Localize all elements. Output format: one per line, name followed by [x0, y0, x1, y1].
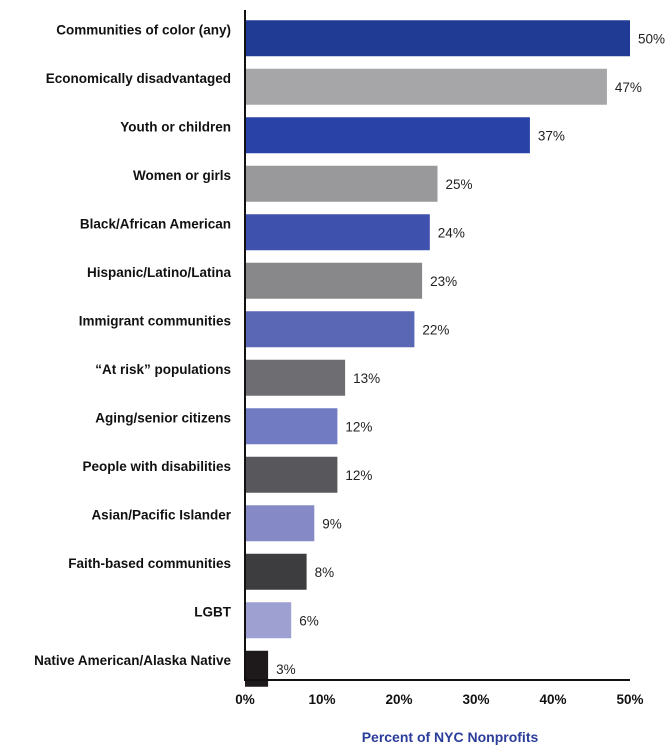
value-label-4: 24% — [438, 225, 465, 240]
x-tick-label-4: 40% — [539, 692, 566, 707]
category-label-10: Asian/Pacific Islander — [91, 507, 231, 522]
value-label-10: 9% — [322, 516, 342, 531]
bar-1 — [245, 68, 607, 105]
x-tick-label-1: 10% — [308, 692, 335, 707]
value-label-1: 47% — [615, 80, 642, 95]
value-label-0: 50% — [638, 31, 665, 46]
x-tick-label-2: 20% — [385, 692, 412, 707]
value-label-6: 22% — [422, 322, 449, 337]
category-labels: Communities of color (any) Economically d… — [34, 22, 232, 668]
x-tick-label-3: 30% — [462, 692, 489, 707]
category-label-2: Youth or children — [120, 119, 231, 134]
category-label-13: Native American/Alaska Native — [34, 653, 231, 668]
bar-11 — [245, 553, 307, 590]
bars-group — [245, 20, 630, 687]
x-axis-tick-labels: 0% 10% 20% 30% 40% 50% — [235, 692, 643, 707]
value-label-8: 12% — [345, 419, 372, 434]
category-label-5: Hispanic/Latino/Latina — [87, 265, 232, 280]
bar-3 — [245, 165, 438, 202]
x-tick-label-0: 0% — [235, 692, 255, 707]
category-label-12: LGBT — [194, 604, 231, 619]
bar-6 — [245, 311, 415, 348]
value-label-13: 3% — [276, 662, 296, 677]
category-label-4: Black/African American — [80, 216, 231, 231]
category-label-3: Women or girls — [133, 168, 231, 183]
category-label-7: “At risk” populations — [95, 362, 231, 377]
value-label-9: 12% — [345, 468, 372, 483]
category-label-1: Economically disadvantaged — [46, 71, 231, 86]
value-label-12: 6% — [299, 613, 319, 628]
bar-4 — [245, 214, 430, 251]
category-label-9: People with disabilities — [82, 459, 231, 474]
bar-9 — [245, 456, 338, 493]
value-label-3: 25% — [446, 177, 473, 192]
bar-0 — [245, 20, 630, 57]
bar-5 — [245, 262, 423, 299]
x-tick-label-5: 50% — [616, 692, 643, 707]
value-label-5: 23% — [430, 274, 457, 289]
category-label-6: Immigrant communities — [79, 313, 231, 328]
category-label-8: Aging/senior citizens — [95, 410, 231, 425]
bar-7 — [245, 359, 346, 396]
bar-8 — [245, 408, 338, 445]
value-labels: 50% 47% 37% 25% 24% 23% 22% 13% 12% 12% 9% 8% 6% 3% — [276, 31, 665, 677]
bar-2 — [245, 117, 530, 154]
bar-10 — [245, 505, 315, 542]
value-label-7: 13% — [353, 371, 380, 386]
value-label-2: 37% — [538, 128, 565, 143]
bar-13 — [245, 650, 269, 687]
bar-12 — [245, 602, 292, 639]
category-label-0: Communities of color (any) — [56, 22, 231, 37]
category-label-11: Faith-based communities — [68, 556, 231, 571]
value-label-11: 8% — [315, 565, 335, 580]
x-axis-title: Percent of NYC Nonprofits — [362, 729, 539, 745]
